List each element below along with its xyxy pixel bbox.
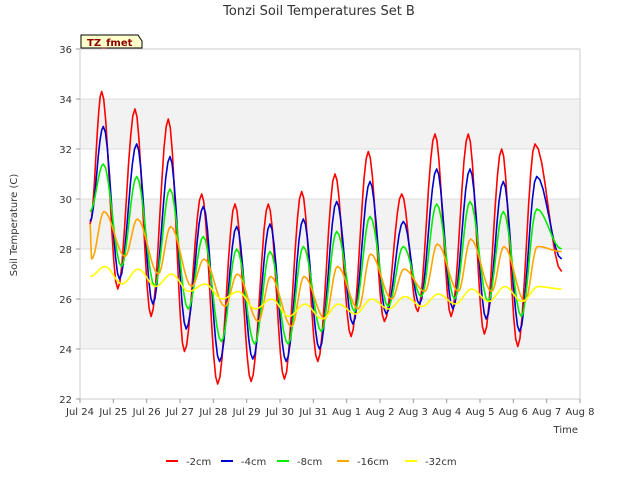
- x-tick-label: Jul 27: [165, 407, 194, 418]
- y-tick-label: 28: [59, 245, 72, 256]
- x-tick-label: Aug 2: [365, 407, 394, 418]
- series-line-minus-8cm: [89, 163, 563, 345]
- x-tick-label: Aug 4: [432, 407, 461, 418]
- y-axis-label: Soil Temperature (C): [9, 174, 20, 277]
- legend-label: -4cm: [241, 457, 266, 468]
- legend-label: -8cm: [297, 457, 322, 468]
- legend: -2cm -4cm -8cm -16cm -32cm: [166, 457, 457, 468]
- x-tick-label: Jul 28: [198, 407, 227, 418]
- site-badge-label: TZ_fmet: [87, 38, 133, 49]
- x-tick-label: Jul 31: [298, 407, 327, 418]
- y-tick-label: 34: [59, 95, 72, 106]
- series-line-minus-4cm: [89, 125, 563, 363]
- y-tick-labels: 22 24 26 28 30 32 34 36: [59, 45, 72, 406]
- site-badge: TZ_fmet: [80, 34, 143, 49]
- x-tick-label: Aug 7: [532, 407, 561, 418]
- y-tick-label: 32: [59, 145, 72, 156]
- x-tick-label: Aug 5: [465, 407, 494, 418]
- shaded-band: [80, 299, 580, 349]
- y-tick-label: 36: [59, 45, 72, 56]
- legend-label: -16cm: [357, 457, 389, 468]
- x-tick-label: Jul 30: [265, 407, 294, 418]
- series-lines: [89, 90, 563, 385]
- x-tick-label: Aug 3: [399, 407, 428, 418]
- x-tick-labels: Jul 24 Jul 25 Jul 26 Jul 27 Jul 28 Jul 29 Jul …: [65, 407, 595, 418]
- legend-label: -2cm: [186, 457, 211, 468]
- x-tick-label: Aug 1: [332, 407, 361, 418]
- y-tick-label: 22: [59, 395, 72, 406]
- chart-title: Tonzi Soil Temperatures Set B: [222, 4, 415, 19]
- series-line-minus-16cm: [89, 210, 562, 328]
- x-tick-label: Jul 25: [98, 407, 127, 418]
- x-axis-label: Time: [553, 425, 578, 436]
- y-tick-label: 24: [59, 345, 72, 356]
- x-tick-label: Jul 26: [132, 407, 161, 418]
- series-line-minus-32cm: [89, 265, 562, 320]
- y-tick-label: 30: [59, 195, 72, 206]
- legend-label: -32cm: [425, 457, 457, 468]
- tick-marks: [76, 48, 581, 403]
- x-tick-label: Aug 6: [499, 407, 528, 418]
- x-tick-label: Jul 29: [232, 407, 261, 418]
- site-badge-box: [80, 34, 143, 49]
- plot-frame: [79, 48, 581, 400]
- x-tick-label: Jul 24: [65, 407, 94, 418]
- y-tick-label: 26: [59, 295, 72, 306]
- shaded-band: [80, 99, 580, 149]
- x-tick-label: Aug 8: [565, 407, 594, 418]
